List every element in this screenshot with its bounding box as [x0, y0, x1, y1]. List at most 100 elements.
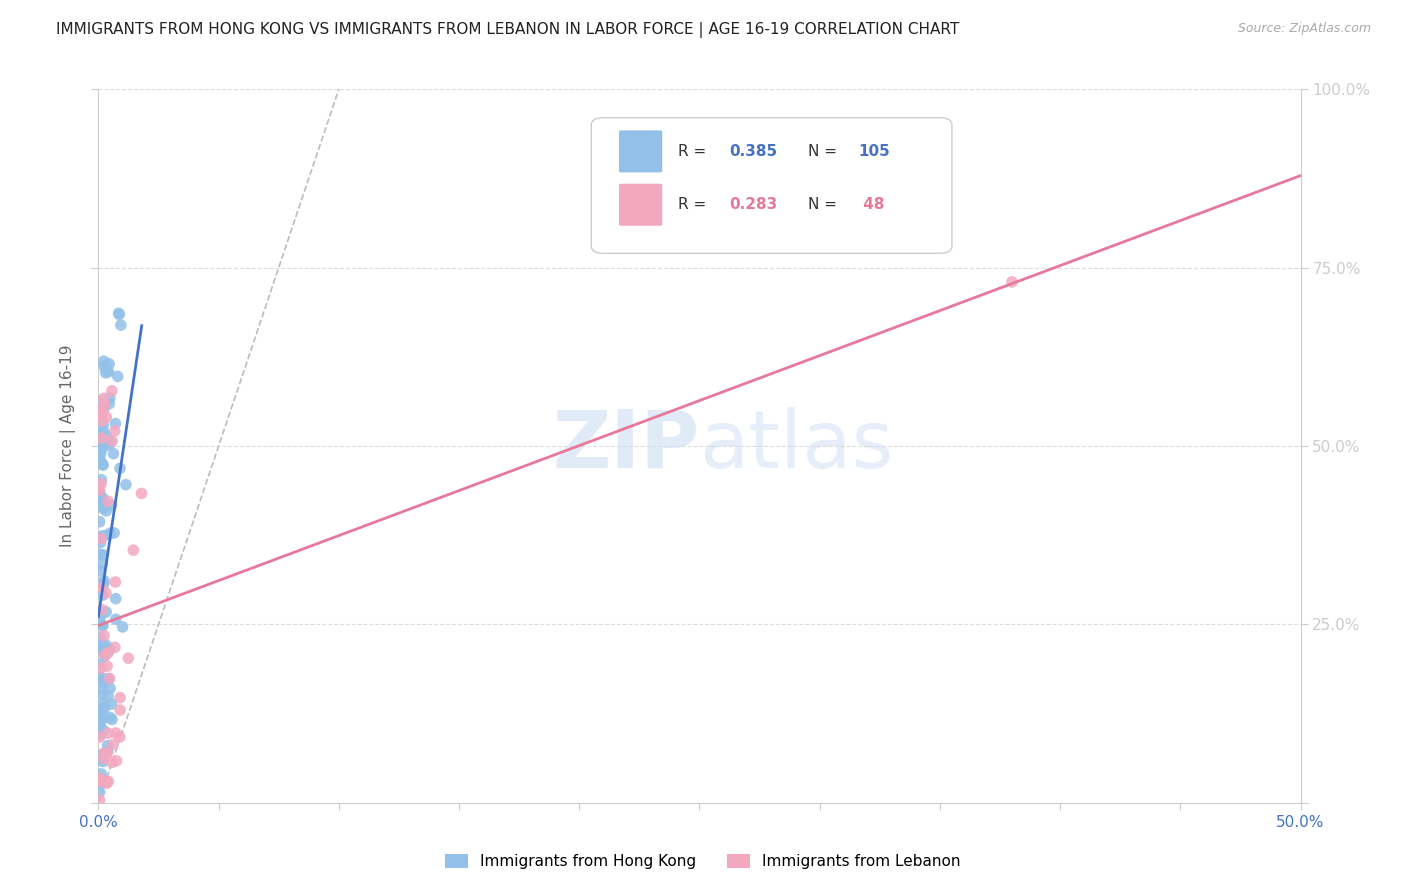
Text: Source: ZipAtlas.com: Source: ZipAtlas.com	[1237, 22, 1371, 36]
Point	[98, 673, 121, 687]
Text: N =: N =	[807, 144, 842, 159]
Point	[89, 641, 111, 656]
Point	[90, 499, 112, 513]
Point	[97, 646, 120, 660]
Point	[97, 365, 120, 379]
Point	[93, 359, 115, 374]
Point	[89, 657, 111, 672]
Point	[89, 547, 111, 561]
Point	[90, 473, 112, 487]
Point	[100, 697, 122, 711]
Point	[89, 771, 111, 785]
Point	[93, 576, 115, 591]
Point	[89, 793, 111, 807]
Point	[97, 689, 120, 703]
Point	[89, 774, 111, 789]
Point	[90, 772, 112, 786]
Point	[89, 425, 111, 440]
Point	[93, 629, 115, 643]
Point	[93, 354, 115, 368]
Point	[91, 457, 114, 471]
Point	[91, 501, 114, 516]
Point	[97, 739, 120, 753]
Point	[100, 499, 122, 513]
Point	[100, 436, 122, 450]
Point	[97, 774, 120, 789]
FancyBboxPatch shape	[619, 130, 662, 172]
Point	[96, 672, 118, 686]
Point	[104, 575, 127, 590]
Point	[90, 476, 112, 491]
Text: R =: R =	[678, 197, 711, 212]
Point	[90, 581, 112, 595]
Point	[94, 747, 117, 762]
Point	[90, 532, 112, 546]
Point	[91, 418, 114, 433]
Point	[94, 700, 117, 714]
Point	[103, 525, 125, 540]
Point	[104, 726, 127, 740]
Point	[91, 491, 114, 506]
Point	[91, 407, 114, 421]
Point	[91, 637, 114, 651]
Point	[90, 752, 112, 766]
Point	[1001, 275, 1024, 289]
Point	[91, 618, 114, 632]
Point	[98, 681, 121, 696]
Point	[98, 671, 121, 685]
Point	[91, 710, 114, 724]
Point	[89, 515, 111, 529]
Point	[108, 703, 131, 717]
Point	[101, 384, 124, 398]
Point	[94, 648, 117, 662]
Point	[98, 391, 121, 405]
Point	[91, 688, 114, 702]
Point	[89, 661, 111, 675]
Point	[89, 401, 111, 416]
Point	[108, 307, 131, 321]
Point	[89, 395, 111, 409]
Point	[90, 531, 112, 545]
Point	[108, 461, 131, 475]
FancyBboxPatch shape	[619, 184, 662, 226]
Point	[89, 785, 111, 799]
Point	[104, 612, 127, 626]
Point	[89, 670, 111, 684]
Point	[131, 486, 153, 500]
Point	[90, 607, 112, 622]
Point	[89, 610, 111, 624]
FancyBboxPatch shape	[592, 118, 952, 253]
Point	[101, 713, 124, 727]
Point	[96, 659, 118, 673]
Point	[96, 438, 118, 452]
Point	[91, 431, 114, 445]
Point	[97, 528, 120, 542]
Point	[93, 751, 115, 765]
Point	[104, 640, 127, 655]
Point	[89, 670, 111, 684]
Point	[96, 499, 118, 513]
Point	[96, 639, 118, 653]
Point	[91, 557, 114, 571]
Text: atlas: atlas	[700, 407, 894, 485]
Point	[90, 535, 112, 549]
Point	[103, 447, 125, 461]
Point	[98, 710, 121, 724]
Text: ZIP: ZIP	[553, 407, 700, 485]
Point	[89, 483, 111, 498]
Point	[104, 424, 127, 438]
Point	[96, 776, 118, 790]
Point	[98, 642, 121, 657]
Point	[98, 526, 121, 541]
Point	[89, 730, 111, 744]
Point	[96, 410, 118, 425]
Point	[91, 588, 114, 602]
Point	[90, 681, 112, 696]
Legend: Immigrants from Hong Kong, Immigrants from Lebanon: Immigrants from Hong Kong, Immigrants fr…	[439, 848, 967, 875]
Point	[93, 746, 115, 760]
Point	[90, 414, 112, 428]
Point	[89, 432, 111, 446]
Point	[90, 728, 112, 742]
Point	[94, 366, 117, 380]
Point	[89, 443, 111, 458]
